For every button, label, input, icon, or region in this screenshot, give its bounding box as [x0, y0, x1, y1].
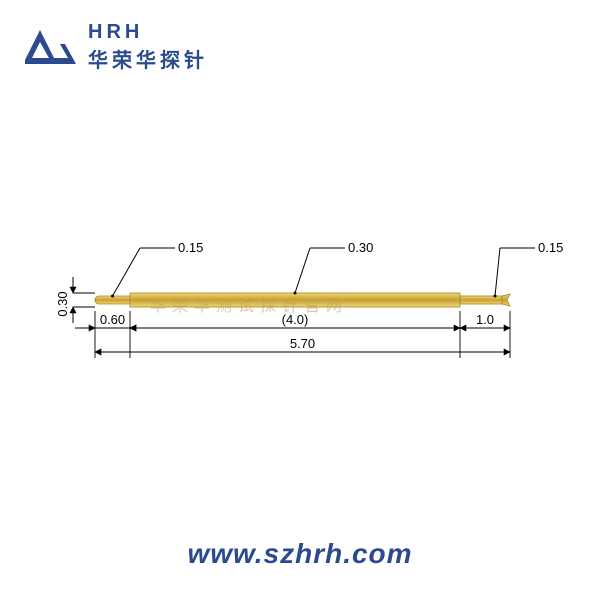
svg-text:0.30: 0.30 — [348, 240, 373, 255]
svg-text:1.0: 1.0 — [476, 312, 494, 327]
pin-diagram: 0.15 0.30 0.15 0.60 (4.0) 1.0 5.70 0.30 — [0, 0, 600, 600]
svg-text:5.70: 5.70 — [290, 336, 315, 351]
website-url: www.szhrh.com — [0, 538, 600, 570]
svg-text:0.60: 0.60 — [100, 312, 125, 327]
svg-text:0.15: 0.15 — [178, 240, 203, 255]
svg-text:0.15: 0.15 — [538, 240, 563, 255]
svg-text:0.30: 0.30 — [55, 291, 70, 316]
svg-text:(4.0): (4.0) — [282, 312, 309, 327]
